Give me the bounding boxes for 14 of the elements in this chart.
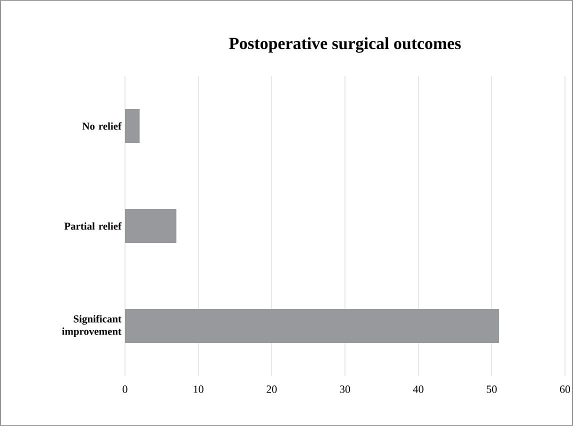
x-tick-label: 40 bbox=[413, 386, 424, 393]
bar bbox=[125, 309, 499, 344]
bar bbox=[125, 109, 140, 144]
x-tick-label: 0 bbox=[122, 386, 128, 393]
x-tick-label: 30 bbox=[340, 386, 350, 393]
bar bbox=[125, 209, 176, 244]
x-tick-label: 10 bbox=[194, 386, 204, 393]
x-tick-label: 20 bbox=[266, 386, 277, 393]
y-tick-label: No relief bbox=[82, 122, 122, 130]
y-tick-label: Partial relief bbox=[64, 222, 122, 230]
y-tick-label: Significant improvement bbox=[62, 314, 122, 338]
x-tick-label: 50 bbox=[486, 386, 497, 393]
chart-title: Postoperative surgical outcomes bbox=[229, 37, 461, 53]
x-tick-label: 60 bbox=[560, 386, 570, 393]
